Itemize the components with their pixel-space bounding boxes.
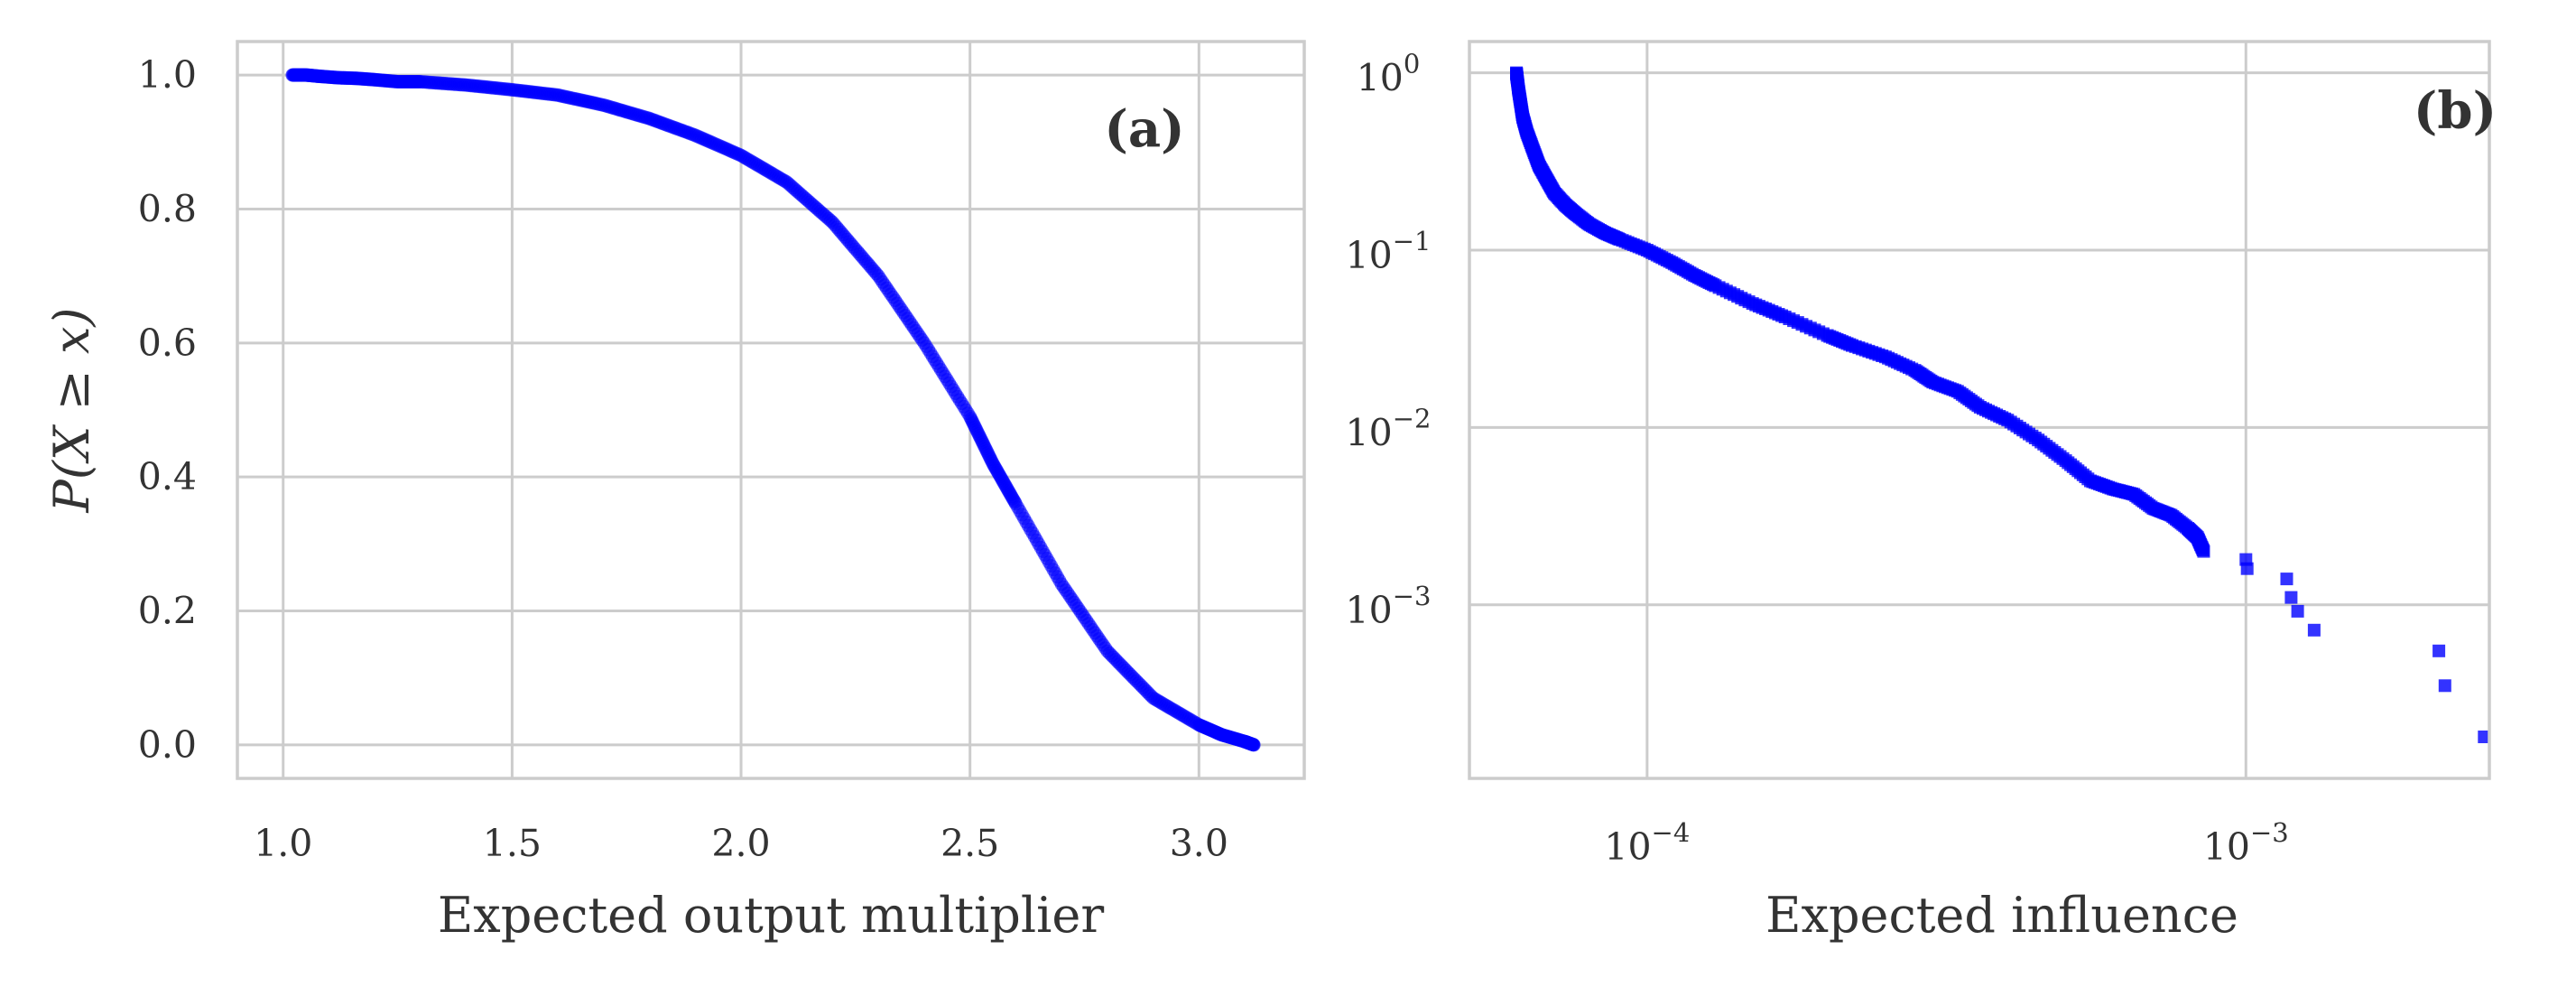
panel-a-y-tick-label: 0.0 <box>138 723 197 767</box>
panel-b-points <box>1510 66 2491 743</box>
panel-b-point <box>2478 731 2491 743</box>
panel-a-y-ticks: 0.0 0.2 0.4 0.6 0.8 1.0 <box>138 53 197 767</box>
panel-a-y-tick-label: 0.6 <box>138 321 197 365</box>
panel-b-y-tick-label: 10−2 <box>1346 403 1432 454</box>
panel-b-y-ticks: 100 10−1 10−2 10−3 <box>1346 49 1432 632</box>
panel-b-frame <box>1468 40 2491 780</box>
panel-a-y-tick-label: 1.0 <box>138 53 197 97</box>
panel-b: 10−4 10−3 100 10−1 10−2 10−3 (b) Expected in… <box>1346 40 2497 944</box>
panel-b-x-tick-label: 10−3 <box>2203 817 2289 869</box>
panel-b-x-axis-label: Expected influence <box>1765 887 2238 944</box>
panel-a-x-tick-label: 1.5 <box>483 822 542 865</box>
panel-b-y-tick-label: 10−3 <box>1346 581 1432 632</box>
panel-a-y-tick-label: 0.8 <box>138 187 197 230</box>
panel-a: 1.0 1.5 2.0 2.5 3.0 0.0 0.2 0.4 0.6 0.8 1.0 (a) E… <box>43 40 1306 944</box>
panel-a-x-tick-label: 3.0 <box>1170 822 1228 865</box>
panel-a-x-tick-label: 2.0 <box>711 822 770 865</box>
panel-b-point <box>2307 623 2321 637</box>
panel-a-label: (a) <box>1104 99 1184 159</box>
panel-a-x-ticks: 1.0 1.5 2.0 2.5 3.0 <box>254 822 1228 865</box>
panel-b-point <box>2432 644 2446 657</box>
panel-b-point <box>2280 573 2293 586</box>
panel-b-label: (b) <box>2414 81 2497 141</box>
panel-b-x-ticks: 10−4 10−3 <box>1604 817 2288 869</box>
panel-a-points <box>285 68 1261 752</box>
panel-b-point <box>2438 679 2451 693</box>
panel-a-x-axis-label: Expected output multiplier <box>438 887 1105 944</box>
panel-a-x-tick-label: 2.5 <box>941 822 999 865</box>
panel-a-y-axis-label: P(X ≥ x) <box>43 308 100 514</box>
panel-b-point <box>2284 591 2298 604</box>
panel-a-y-tick-label: 0.4 <box>138 455 197 498</box>
panel-b-point <box>2240 562 2254 575</box>
panel-b-y-tick-label: 10−1 <box>1346 226 1432 277</box>
panel-b-point <box>2197 545 2210 558</box>
panel-b-x-tick-label: 10−4 <box>1604 817 1690 869</box>
panel-a-point <box>1246 738 1261 752</box>
panel-a-frame <box>236 40 1306 780</box>
panel-a-y-tick-label: 0.2 <box>138 590 197 633</box>
panel-b-point <box>2291 604 2304 618</box>
panel-b-y-tick-label: 100 <box>1357 49 1421 100</box>
panel-a-x-tick-label: 1.0 <box>254 822 312 865</box>
